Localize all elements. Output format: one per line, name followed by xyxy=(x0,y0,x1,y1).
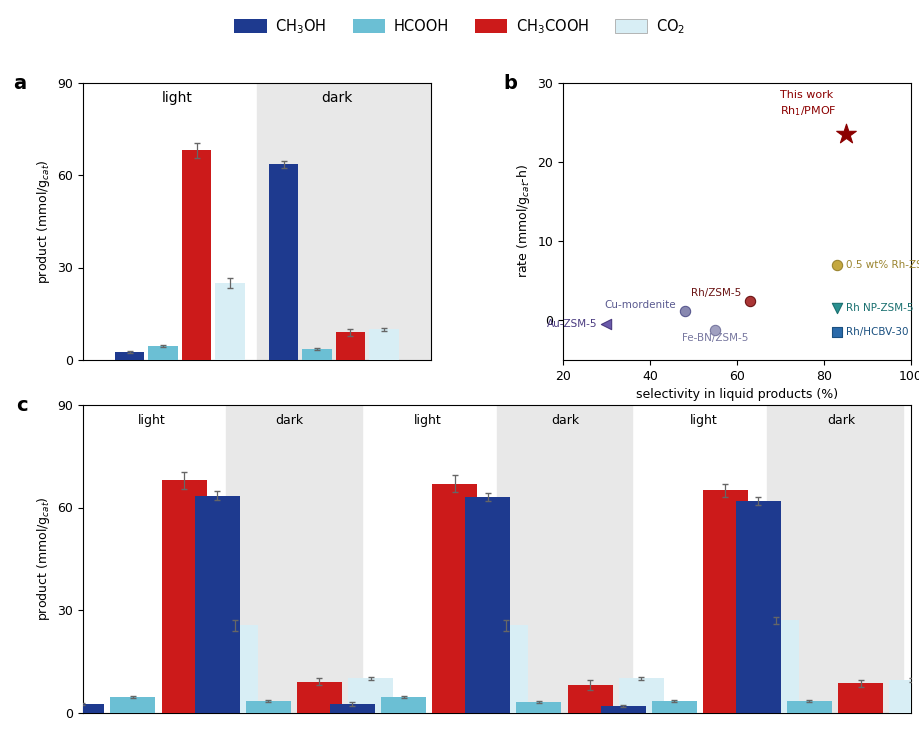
Text: dark: dark xyxy=(551,414,579,428)
Text: 0.5 wt% Rh-ZSM-5: 0.5 wt% Rh-ZSM-5 xyxy=(845,260,919,270)
Text: Cu-mordenite: Cu-mordenite xyxy=(604,299,675,310)
Y-axis label: product (mmol/g$_{cat}$): product (mmol/g$_{cat}$) xyxy=(35,159,51,284)
Bar xyxy=(347,678,392,712)
Text: dark: dark xyxy=(827,414,855,428)
Bar xyxy=(115,352,144,360)
Bar xyxy=(256,82,430,360)
Point xyxy=(676,304,691,316)
Bar xyxy=(432,484,477,712)
Text: This work
Rh$_1$/PMOF: This work Rh$_1$/PMOF xyxy=(779,91,836,118)
Text: Rh/ZSM-5: Rh/ZSM-5 xyxy=(690,287,741,298)
Bar xyxy=(369,329,398,360)
Point xyxy=(837,128,852,140)
Bar xyxy=(567,686,612,712)
Legend: CH$_3$OH, HCOOH, CH$_3$COOH, CO$_2$: CH$_3$OH, HCOOH, CH$_3$COOH, CO$_2$ xyxy=(229,11,690,41)
Bar xyxy=(335,332,365,360)
Bar xyxy=(766,405,902,712)
Y-axis label: rate (mmol/g$_{cat}$-h): rate (mmol/g$_{cat}$-h) xyxy=(515,164,531,278)
Text: light: light xyxy=(161,91,192,105)
Bar xyxy=(162,480,207,712)
Bar xyxy=(465,497,510,712)
Text: Fe-BN/ZSM-5: Fe-BN/ZSM-5 xyxy=(681,333,747,343)
X-axis label: selectivity in liquid products (%): selectivity in liquid products (%) xyxy=(635,388,837,401)
Bar xyxy=(268,164,298,360)
Bar xyxy=(215,283,244,360)
Bar xyxy=(482,626,528,712)
Point xyxy=(829,259,844,271)
Bar xyxy=(302,350,332,360)
Text: light: light xyxy=(138,414,165,428)
Point xyxy=(829,326,844,338)
Y-axis label: product (mmol/g$_{cat}$): product (mmol/g$_{cat}$) xyxy=(35,496,51,621)
Bar xyxy=(837,683,882,712)
Bar xyxy=(182,150,211,360)
Text: Rh/HCBV-30: Rh/HCBV-30 xyxy=(845,327,907,338)
Bar xyxy=(516,702,561,712)
Bar xyxy=(618,678,663,712)
Bar xyxy=(226,405,361,712)
Text: a: a xyxy=(13,74,27,93)
Text: b: b xyxy=(504,74,517,93)
Point xyxy=(598,318,613,330)
Bar xyxy=(735,501,780,712)
Bar xyxy=(786,700,831,712)
Text: light: light xyxy=(689,414,717,428)
Bar xyxy=(702,490,747,712)
Point xyxy=(829,302,844,314)
Bar xyxy=(245,700,290,712)
Text: Au-ZSM-5: Au-ZSM-5 xyxy=(547,320,597,329)
Bar xyxy=(297,682,342,712)
Text: light: light xyxy=(414,414,441,428)
Bar xyxy=(212,626,257,712)
Bar xyxy=(110,698,155,712)
Bar xyxy=(651,700,696,712)
Bar xyxy=(380,698,425,712)
Text: dark: dark xyxy=(276,414,303,428)
Point xyxy=(742,295,756,307)
Bar xyxy=(754,620,798,712)
Bar xyxy=(496,405,631,712)
Bar xyxy=(195,496,239,712)
Bar xyxy=(889,680,919,712)
Bar xyxy=(60,704,104,712)
Text: c: c xyxy=(17,396,28,415)
Bar xyxy=(330,704,375,712)
Point xyxy=(707,324,721,336)
Bar xyxy=(600,706,645,712)
Text: dark: dark xyxy=(321,91,352,105)
Bar xyxy=(148,346,177,360)
Text: Rh NP-ZSM-5: Rh NP-ZSM-5 xyxy=(845,304,912,313)
